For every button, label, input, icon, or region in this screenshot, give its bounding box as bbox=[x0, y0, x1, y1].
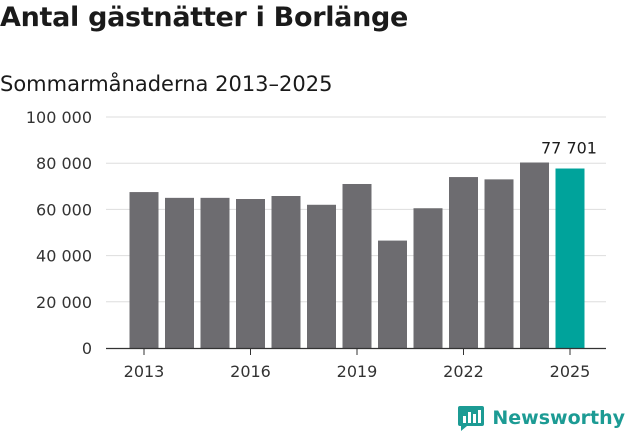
x-tick-label: 2013 bbox=[124, 362, 165, 381]
bar bbox=[129, 192, 159, 348]
x-tick-label: 2019 bbox=[337, 362, 378, 381]
bar bbox=[413, 208, 443, 348]
newsworthy-logo-icon bbox=[458, 406, 485, 431]
highlight-data-label: 77 701 bbox=[541, 139, 597, 158]
bar bbox=[484, 179, 514, 348]
brand-logo: Newsworthy bbox=[457, 403, 625, 433]
bar bbox=[555, 168, 585, 348]
y-tick-label: 60 000 bbox=[36, 200, 92, 219]
x-tick-label: 2016 bbox=[230, 362, 271, 381]
y-tick-label: 80 000 bbox=[36, 154, 92, 173]
bar bbox=[200, 197, 230, 348]
bar bbox=[236, 199, 265, 348]
bar bbox=[378, 240, 407, 348]
bar bbox=[165, 197, 194, 348]
x-tick-label: 2022 bbox=[443, 362, 484, 381]
y-tick-label: 0 bbox=[82, 339, 92, 358]
x-tick-label: 2025 bbox=[550, 362, 591, 381]
bar bbox=[271, 196, 301, 348]
chart-subtitle: Sommarmånaderna 2013–2025 bbox=[0, 72, 333, 96]
bar bbox=[342, 183, 372, 348]
y-tick-label: 20 000 bbox=[36, 293, 92, 312]
bar-chart: 0 20 000 40 000 60 000 80 000 100 000 2013 2016… bbox=[26, 108, 606, 381]
bar bbox=[307, 204, 336, 348]
chart-title: Antal gästnätter i Borlänge bbox=[0, 2, 409, 33]
y-tick-label: 40 000 bbox=[36, 247, 92, 266]
brand-name: Newsworthy bbox=[492, 407, 625, 429]
bar bbox=[449, 177, 478, 348]
bar bbox=[520, 162, 549, 348]
y-tick-label: 100 000 bbox=[26, 108, 92, 127]
